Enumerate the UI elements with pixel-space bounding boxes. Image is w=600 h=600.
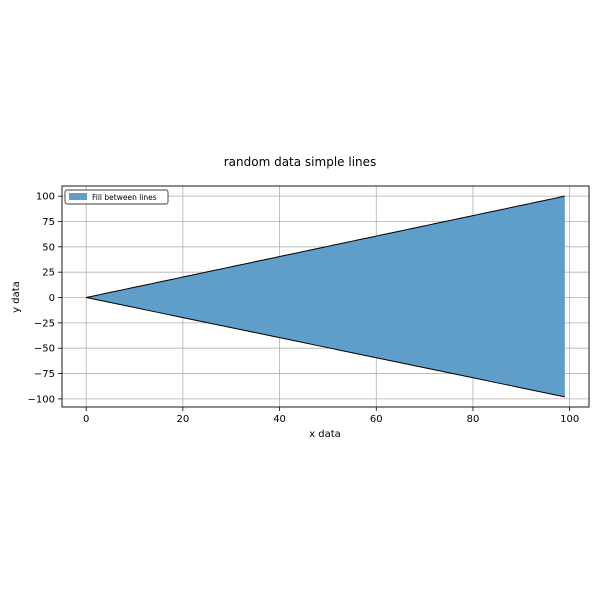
y-tick-label: −50 <box>34 344 55 355</box>
upper-line <box>86 195 565 298</box>
y-tick-label: 0 <box>49 293 55 304</box>
x-tick-label: 40 <box>273 414 286 425</box>
x-axis-ticks: 0 20 40 60 80 100 <box>83 407 579 425</box>
y-tick-label: 25 <box>42 268 55 279</box>
legend-swatch <box>69 193 87 200</box>
legend-box <box>64 189 169 205</box>
x-tick-label: 100 <box>560 414 579 425</box>
x-tick-label: 60 <box>370 414 383 425</box>
y-tick-label: 50 <box>42 242 55 253</box>
chart-title: random data simple lines <box>224 155 377 169</box>
y-axis-ticks: −100 −75 −50 −25 0 25 50 75 100 <box>28 192 62 405</box>
plot-frame <box>61 185 590 408</box>
lower-line <box>86 297 565 398</box>
legend-label: Fill between lines <box>92 193 157 202</box>
y-tick-label: −75 <box>34 369 55 380</box>
legend: Fill between lines <box>64 189 169 205</box>
y-tick-label: −25 <box>34 318 55 329</box>
y-tick-label: −100 <box>28 394 55 405</box>
x-axis-label: x data <box>309 429 341 440</box>
y-axis-label: y data <box>11 281 22 313</box>
y-tick-label: 100 <box>36 192 55 203</box>
x-tick-label: 20 <box>177 414 190 425</box>
x-tick-label: 80 <box>467 414 480 425</box>
fill-between-area <box>86 196 565 397</box>
y-tick-label: 75 <box>42 217 55 228</box>
x-tick-label: 0 <box>83 414 89 425</box>
